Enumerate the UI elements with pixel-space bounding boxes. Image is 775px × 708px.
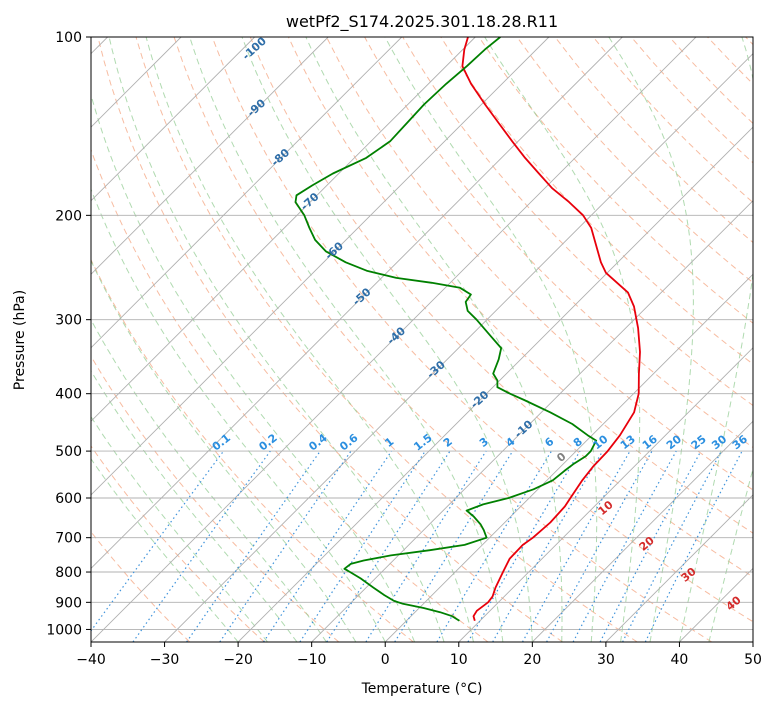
y-tick-label: 600 <box>55 491 82 507</box>
moist-adiabat <box>608 37 694 642</box>
isotherm-line <box>311 200 753 642</box>
y-tick-label: 500 <box>55 444 82 460</box>
isotherm-line <box>91 37 476 422</box>
mixing-ratio-line <box>326 450 451 642</box>
x-tick-label: 40 <box>671 652 689 668</box>
x-tick-label: 20 <box>523 652 541 668</box>
x-tick-label: −10 <box>297 652 327 668</box>
mixing-ratio-line <box>219 450 352 642</box>
mixing-ratio-line <box>365 450 487 642</box>
x-tick-label: 50 <box>744 652 762 668</box>
x-tick-label: 0 <box>381 652 390 668</box>
x-tick-label: −20 <box>223 652 253 668</box>
isotherm-line <box>605 494 753 642</box>
plot-area <box>91 37 753 642</box>
dry-adiabat <box>173 37 713 642</box>
chart-title: wetPf2_S174.2025.301.18.28.R11 <box>286 12 558 32</box>
x-tick-label: −40 <box>76 652 106 668</box>
mixing-ratio-line <box>467 450 581 642</box>
y-tick-label: 200 <box>55 208 82 224</box>
temperature-line <box>461 37 641 622</box>
moist-adiabat <box>91 415 268 642</box>
isotherm-line <box>91 37 256 202</box>
moist-adiabat <box>708 467 753 642</box>
mixing-ratio-line <box>572 450 677 642</box>
moist-adiabat <box>91 188 386 642</box>
isotherm-line <box>91 37 623 570</box>
mixing-ratio-line <box>436 450 553 642</box>
mixing-ratio-line <box>132 450 271 642</box>
moist-adiabat <box>189 37 504 642</box>
isotherm-line <box>91 37 697 642</box>
dry-adiabat <box>97 37 563 642</box>
isotherm-line <box>384 273 753 642</box>
sounding-lines <box>294 37 641 622</box>
x-tick-label: 10 <box>450 652 468 668</box>
plot-frame <box>90 36 754 643</box>
isotherm-line <box>91 37 329 275</box>
moist-adiabat <box>241 37 533 642</box>
moist-adiabat <box>384 37 598 642</box>
y-axis-label: Pressure (hPa) <box>12 290 28 390</box>
dry-adiabat <box>326 37 753 491</box>
x-axis-label: Temperature (°C) <box>361 681 483 697</box>
dry-adiabat <box>249 37 753 578</box>
mixing-ratio-line <box>262 450 392 642</box>
moist-adiabat <box>91 369 298 642</box>
mixing-ratio-line <box>394 450 514 642</box>
y-tick-label: 400 <box>55 387 82 403</box>
moist-adiabat <box>145 37 474 642</box>
moist-adiabat <box>678 37 753 642</box>
moist-adiabat <box>108 37 445 642</box>
moist-adiabat <box>305 37 563 642</box>
y-tick-label: 700 <box>55 531 82 547</box>
moist-adiabat <box>484 37 641 642</box>
dewpoint-line <box>294 37 598 622</box>
dry-adiabat <box>211 37 753 623</box>
x-tick-label: 30 <box>597 652 615 668</box>
mixing-ratio-line <box>186 450 321 642</box>
dry-adiabat <box>91 445 265 642</box>
isotherm-line <box>91 37 403 349</box>
mixing-ratio-line <box>299 450 426 642</box>
y-tick-label: 300 <box>55 313 82 329</box>
y-tick-label: 1000 <box>46 622 82 638</box>
isotherm-line <box>164 52 753 642</box>
isotherm-line <box>237 126 753 642</box>
y-tick-label: 900 <box>55 595 82 611</box>
background-lines <box>91 37 753 642</box>
dry-adiabat <box>287 37 753 534</box>
dry-adiabat <box>135 37 638 642</box>
x-tick-label: −30 <box>150 652 180 668</box>
moist-adiabat <box>91 318 327 642</box>
y-tick-label: 800 <box>55 565 82 581</box>
moist-adiabat <box>91 259 357 642</box>
dry-adiabat <box>91 258 414 642</box>
y-tick-label: 100 <box>55 30 82 46</box>
y-axis: 100 200 300 400 500 600 700 800 900 1000 <box>46 30 91 638</box>
isotherm-line <box>458 347 753 642</box>
mixing-ratio-line <box>599 450 702 642</box>
moist-adiabat <box>91 457 239 642</box>
x-axis: −40 −30 −20 −10 0 10 20 30 40 50 <box>76 642 762 668</box>
isotherm-line <box>91 37 550 496</box>
isotherm-line <box>531 420 753 642</box>
